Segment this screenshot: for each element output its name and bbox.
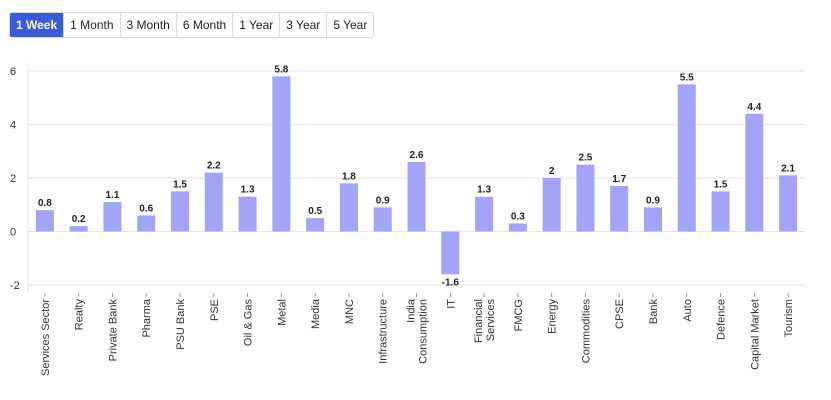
category-label: Metal (276, 299, 288, 326)
data-label: 0.9 (646, 195, 660, 206)
category-label: Pharma (141, 298, 153, 337)
bar (711, 191, 730, 232)
data-label: 1.3 (241, 185, 255, 196)
bar (339, 183, 358, 232)
tab-1-year[interactable]: 1 Year (233, 13, 281, 37)
category-label: Oil & Gas (243, 299, 255, 347)
category-label: Defence (716, 299, 728, 340)
y-tick-label: -2 (10, 280, 20, 292)
y-tick-label: 2 (10, 173, 16, 185)
bar (677, 84, 696, 232)
category-label: Financial (473, 299, 485, 343)
category-label: Capital Market (749, 299, 761, 370)
category-label: Commodities (580, 299, 592, 364)
category-label: MNC (344, 299, 356, 324)
bar (204, 172, 223, 232)
data-label: 0.3 (511, 211, 525, 222)
data-label: 0.6 (139, 203, 153, 214)
bar (745, 113, 764, 232)
bar (542, 178, 561, 232)
category-label: Consumption (418, 299, 430, 364)
data-label: 0.9 (376, 195, 390, 206)
category-label: Services Sector (40, 299, 52, 376)
data-label: 1.3 (477, 185, 491, 196)
bar (508, 223, 527, 232)
bar (69, 226, 88, 232)
y-tick-label: 6 (10, 66, 16, 78)
category-label: Auto (682, 299, 694, 322)
data-label: 2.5 (578, 153, 592, 164)
data-label: 5.5 (680, 72, 694, 83)
category-label: CPSE (614, 299, 626, 329)
category-label: Services (485, 299, 497, 342)
bar (407, 161, 426, 232)
category-label: FMCG (513, 299, 525, 331)
y-tick-label: 4 (10, 120, 16, 132)
category-label: Tourism (783, 299, 795, 338)
tab-1-week[interactable]: 1 Week (10, 13, 65, 37)
data-label: 0.5 (308, 206, 322, 217)
data-label: 4.4 (747, 102, 761, 113)
data-label: 1.7 (612, 174, 626, 185)
category-label: Media (310, 298, 322, 329)
tab-3-year[interactable]: 3 Year (280, 13, 328, 37)
category-label: Infrastructure (378, 299, 390, 364)
bar (475, 196, 494, 232)
category-label: Realty (74, 299, 86, 331)
category-label: IT (445, 299, 457, 309)
category-label: Private Bank (107, 299, 119, 362)
bar (171, 191, 190, 232)
bar (306, 218, 325, 232)
bar (779, 175, 798, 232)
category-label: PSU Bank (175, 299, 187, 350)
bar (373, 207, 392, 232)
tab-3-month[interactable]: 3 Month (121, 13, 177, 37)
bar (137, 215, 156, 232)
bar (272, 76, 291, 232)
bar (238, 196, 257, 232)
category-label: Bank (648, 299, 660, 325)
data-label: 0.2 (72, 214, 86, 225)
category-label: India (406, 298, 418, 323)
data-label: 2.6 (410, 150, 424, 161)
data-label: 1.8 (342, 171, 356, 182)
data-label: 0.8 (38, 198, 52, 209)
bar (610, 186, 629, 232)
data-label: -1.6 (442, 277, 460, 288)
bar (35, 210, 54, 232)
y-tick-label: 0 (10, 227, 16, 239)
data-label: 2.1 (781, 163, 795, 174)
tab-6-month[interactable]: 6 Month (177, 13, 234, 37)
data-label: 5.8 (274, 64, 288, 75)
data-label: 2 (549, 166, 555, 177)
data-label: 1.1 (106, 190, 120, 201)
period-tabs: 1 Week 1 Month 3 Month 6 Month 1 Year 3 Year 5… (9, 12, 375, 38)
data-label: 1.5 (173, 179, 187, 190)
data-label: 1.5 (714, 179, 728, 190)
bar (576, 164, 595, 232)
bar (643, 207, 662, 232)
data-label: 2.2 (207, 161, 221, 172)
tab-1-month[interactable]: 1 Month (64, 13, 121, 37)
category-label: Energy (547, 299, 559, 334)
bar (103, 202, 122, 232)
bar (441, 231, 460, 275)
tab-5-year[interactable]: 5 Year (333, 18, 368, 32)
category-label: PSE (209, 299, 221, 321)
